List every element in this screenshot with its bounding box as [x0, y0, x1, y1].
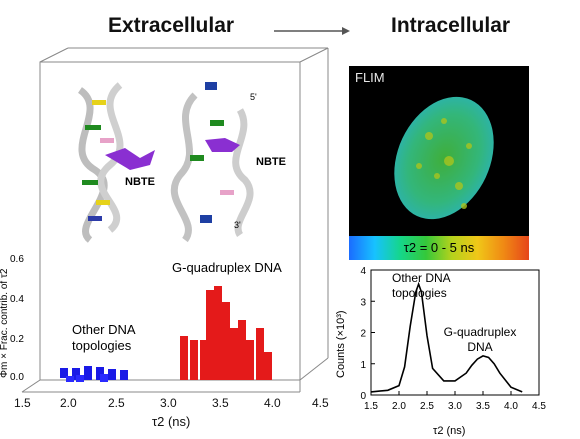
- y-tick-label: 0.2: [10, 334, 24, 345]
- x-tick-label: 2.5: [420, 401, 434, 412]
- intracellular-title: Intracellular: [391, 14, 511, 37]
- other-dna-bars: [60, 366, 128, 382]
- x-tick-label: 3.5: [212, 396, 229, 410]
- annot-gq-line2: DNA: [467, 340, 492, 354]
- ligand-label-left: NBTE: [125, 176, 155, 188]
- extracellular-3d-panel: NBTE NBTE 5' 3' G-quadruplex DNA Other D…: [0, 47, 329, 393]
- gq-dna-bars: [180, 286, 272, 380]
- x-tick-label: 2.0: [392, 401, 406, 412]
- lifetime-color-scale: τ2 = 0 - 5 ns: [349, 236, 529, 260]
- color-scale-label: τ2 = 0 - 5 ns: [403, 240, 475, 255]
- arrow-icon: [274, 27, 350, 35]
- y-tick-label: 3: [360, 297, 366, 308]
- x-tick-label: 4.5: [532, 401, 546, 412]
- y-tick-label: 1: [360, 360, 366, 371]
- other-dna-label-line2: topologies: [72, 338, 132, 353]
- x-tick-label: 1.5: [14, 396, 31, 410]
- annot-gq-line1: G-quadruplex: [444, 325, 517, 339]
- flim-title: FLIM: [355, 70, 385, 85]
- y-tick-label: 0: [360, 391, 366, 402]
- y-tick-label: 4: [360, 266, 366, 277]
- annot-other-line1: Other DNA: [392, 271, 451, 285]
- y-axis-label: Φm × Frac. contrib. of τ2: [0, 268, 10, 378]
- three-prime-label: 3': [234, 220, 241, 230]
- x-tick-label: 4.0: [264, 396, 281, 410]
- y-tick-label: 2: [360, 329, 366, 340]
- cell-nucleus: [394, 96, 494, 220]
- dna-duplex-structure: [77, 82, 155, 243]
- other-dna-label-line1: Other DNA: [72, 322, 136, 337]
- y-tick-label: 0.0: [10, 372, 24, 383]
- chart-y-axis-label: Counts (×10³): [335, 310, 347, 378]
- x-axis-label: τ2 (ns): [152, 414, 191, 429]
- lifetime-histogram-chart: 0 1 2 3 4 1.5 2.0 2.5 3.0 3.5 4.0 4.5 Other DNA to…: [335, 266, 546, 437]
- x-tick-label: 2.5: [108, 396, 125, 410]
- ligand-label-right: NBTE: [256, 156, 286, 168]
- histogram-line: [370, 281, 523, 393]
- extracellular-title: Extracellular: [108, 14, 235, 37]
- flim-image: FLIM: [349, 66, 529, 236]
- x-tick-label: 3.0: [160, 396, 177, 410]
- annot-other-line2: topologies: [392, 286, 447, 300]
- x-tick-label: 1.5: [364, 401, 378, 412]
- g-quadruplex-structure: [170, 82, 254, 243]
- y-tick-label: 0.4: [10, 294, 24, 305]
- gq-dna-label: G-quadruplex DNA: [172, 260, 282, 275]
- five-prime-label: 5': [250, 92, 257, 102]
- x-tick-label: 3.5: [476, 401, 490, 412]
- chart-x-axis-label: τ2 (ns): [433, 425, 465, 437]
- y-tick-label: 0.6: [10, 254, 24, 265]
- x-tick-label: 2.0: [60, 396, 77, 410]
- x-tick-label: 4.5: [312, 396, 329, 410]
- x-tick-label: 3.0: [448, 401, 462, 412]
- x-tick-label: 4.0: [504, 401, 518, 412]
